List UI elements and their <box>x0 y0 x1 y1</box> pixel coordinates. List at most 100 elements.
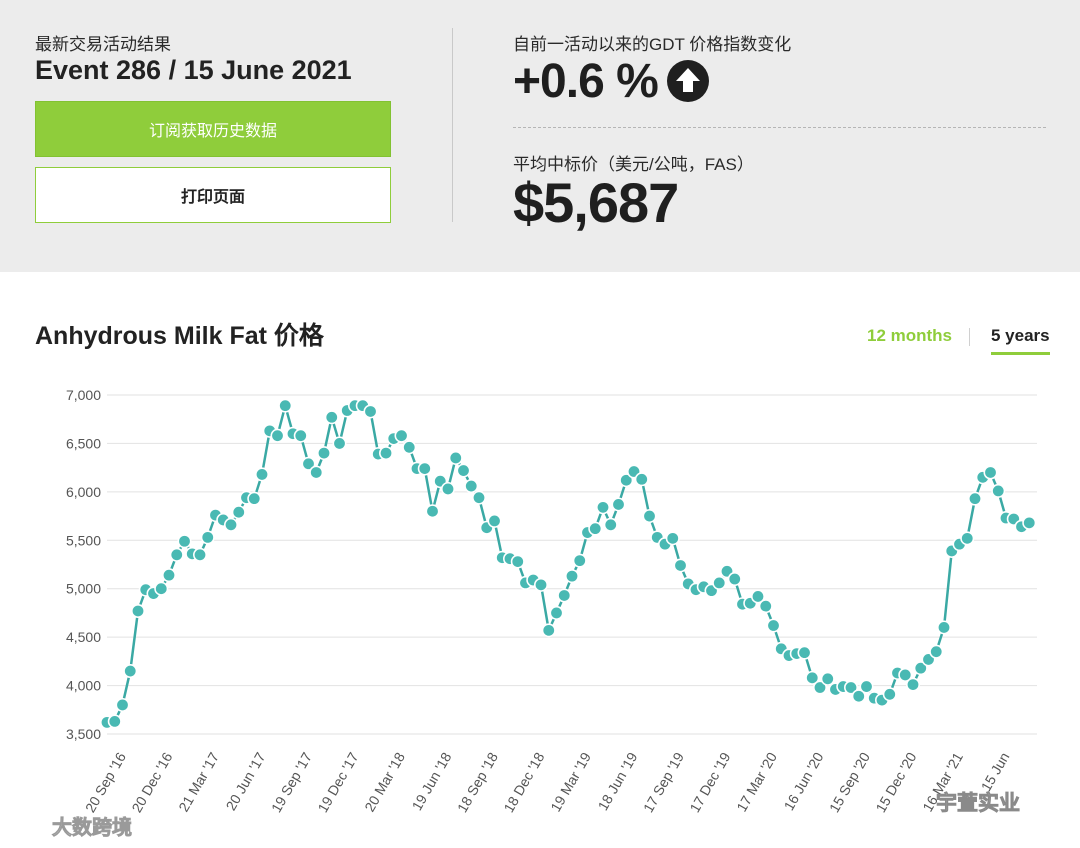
data-point <box>712 575 727 590</box>
data-point <box>960 531 975 546</box>
data-point <box>967 491 982 506</box>
x-tick-label: 17 Mar '20 <box>733 749 780 814</box>
data-point <box>564 569 579 584</box>
data-point <box>572 553 587 568</box>
average-price-value: $5,687 <box>513 171 679 234</box>
data-point <box>278 398 293 413</box>
data-point <box>162 568 177 583</box>
data-point <box>812 680 827 695</box>
data-point <box>402 440 417 455</box>
data-point <box>859 679 874 694</box>
data-point <box>603 517 618 532</box>
data-point <box>200 530 215 545</box>
data-point <box>797 645 812 660</box>
data-point <box>851 689 866 704</box>
y-tick-label: 5,500 <box>66 532 101 548</box>
data-point <box>588 521 603 536</box>
data-point <box>154 581 169 596</box>
y-tick-label: 5,000 <box>66 581 101 597</box>
data-point <box>394 428 409 443</box>
x-tick-label: 20 Jun '17 <box>223 749 269 813</box>
data-point <box>750 589 765 604</box>
x-tick-label: 15 Jun <box>978 750 1013 794</box>
average-price-label: 平均中标价（美元/公吨，FAS） <box>513 155 754 174</box>
x-tick-label: 18 Sep '18 <box>454 749 501 815</box>
data-point <box>766 618 781 633</box>
data-point <box>619 473 634 488</box>
data-point <box>440 481 455 496</box>
x-tick-label: 19 Mar '19 <box>547 749 594 814</box>
x-tick-label: 18 Dec '18 <box>500 749 547 815</box>
data-point <box>169 547 184 562</box>
data-point <box>332 436 347 451</box>
x-tick-label: 17 Sep '19 <box>640 749 687 815</box>
chart-title: Anhydrous Milk Fat 价格 <box>35 322 324 350</box>
x-tick-label: 20 Sep '16 <box>82 749 129 815</box>
data-point <box>177 534 192 549</box>
data-point <box>456 463 471 478</box>
data-point <box>247 491 262 506</box>
tab-separator <box>969 328 970 346</box>
x-tick-label: 19 Sep '17 <box>268 749 315 815</box>
data-point <box>642 509 657 524</box>
data-point <box>1022 515 1037 530</box>
x-tick-label: 17 Dec '19 <box>686 749 733 815</box>
x-tick-label: 20 Dec '16 <box>128 749 175 815</box>
tab-12-months[interactable]: 12 months <box>867 326 953 345</box>
event-label: 最新交易活动结果 <box>35 35 171 54</box>
data-point <box>541 623 556 638</box>
data-point <box>991 483 1006 498</box>
data-point <box>293 428 308 443</box>
data-point <box>929 644 944 659</box>
data-point <box>193 547 208 562</box>
y-tick-label: 3,500 <box>66 726 101 742</box>
data-point <box>231 505 246 520</box>
print-page-button[interactable]: 打印页面 <box>35 167 391 223</box>
data-point <box>936 620 951 635</box>
data-point <box>510 554 525 569</box>
x-tick-label: 15 Sep '20 <box>826 749 873 815</box>
data-point <box>115 697 130 712</box>
data-point <box>363 404 378 419</box>
data-point <box>549 605 564 620</box>
x-tick-label: 19 Jun '18 <box>409 749 455 813</box>
x-tick-label: 15 Dec '20 <box>872 749 919 815</box>
x-tick-label: 19 Dec '17 <box>314 749 361 815</box>
y-tick-label: 4,500 <box>66 629 101 645</box>
data-point <box>634 472 649 487</box>
gdt-index-change-label: 自前一活动以来的GDT 价格指数变化 <box>513 35 792 54</box>
data-point <box>882 687 897 702</box>
data-point <box>487 513 502 528</box>
data-point <box>665 531 680 546</box>
data-point <box>471 490 486 505</box>
x-tick-label: 21 Mar '17 <box>175 749 222 814</box>
y-tick-label: 7,000 <box>66 387 101 403</box>
data-point <box>983 465 998 480</box>
data-point <box>758 599 773 614</box>
data-point <box>727 572 742 587</box>
dashed-divider <box>513 127 1046 128</box>
data-point <box>324 410 339 425</box>
y-tick-label: 4,000 <box>66 678 101 694</box>
data-point <box>533 577 548 592</box>
data-point <box>673 558 688 573</box>
vertical-divider <box>452 28 453 222</box>
data-point <box>417 461 432 476</box>
price-line-chart: 7,000 6,500 6,000 5,500 5,000 4,500 4,000 3,500… <box>52 387 1037 839</box>
data-point <box>131 603 146 618</box>
x-tick-label: 16 Jun '20 <box>781 749 827 813</box>
data-point <box>270 428 285 443</box>
arrow-up-circle-icon <box>667 60 709 102</box>
data-point <box>378 446 393 461</box>
event-title: Event 286 / 15 June 2021 <box>35 55 352 85</box>
subscribe-history-button[interactable]: 订阅获取历史数据 <box>35 101 391 157</box>
summary-panel: 最新交易活动结果 Event 286 / 15 June 2021 订阅获取历史… <box>0 0 1080 272</box>
data-point <box>611 497 626 512</box>
watermark-right: 宇萱实业 <box>936 791 1020 815</box>
gdt-index-change-value: +0.6 % <box>513 55 659 108</box>
data-point <box>595 500 610 515</box>
tab-5-years[interactable]: 5 years <box>991 326 1050 355</box>
x-tick-label: 18 Jun '19 <box>595 749 641 813</box>
x-tick-label: 20 Mar '18 <box>361 749 408 814</box>
data-point <box>123 664 138 679</box>
